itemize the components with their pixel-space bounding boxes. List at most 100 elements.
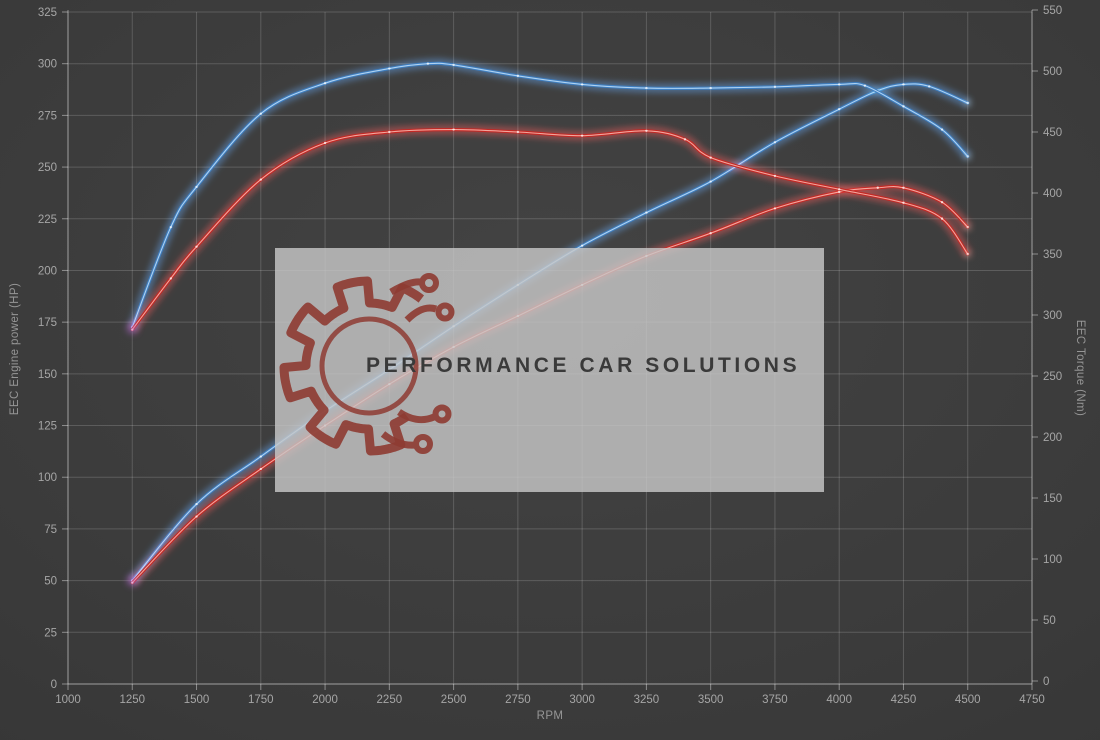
data-point-dot — [709, 232, 712, 235]
y-left-tick-label: 150 — [38, 369, 57, 381]
data-point-dot — [902, 186, 905, 189]
y-right-tick-label: 550 — [1043, 5, 1062, 17]
x-tick-label: 2750 — [505, 694, 531, 706]
watermark: PERFORMANCE CAR SOLUTIONS — [275, 248, 824, 492]
y-right-tick-label: 0 — [1043, 676, 1049, 688]
data-point-dot — [323, 82, 327, 85]
y-left-tick-label: 75 — [44, 524, 57, 536]
data-point-dot — [388, 130, 391, 134]
data-point-dot — [645, 129, 648, 132]
y-left-tick-label: 325 — [38, 7, 57, 19]
y-left-tick-label: 25 — [44, 627, 57, 639]
data-point-dot — [838, 83, 841, 86]
data-point-dot — [773, 85, 777, 89]
x-tick-label: 3000 — [569, 694, 595, 706]
y-left-tick-label: 275 — [38, 110, 57, 122]
data-point-dot — [452, 128, 455, 131]
y-right-tick-label: 500 — [1043, 66, 1062, 78]
x-tick-label: 4500 — [955, 694, 981, 706]
curve-core — [131, 129, 969, 330]
data-point-dot — [773, 207, 777, 210]
data-point-dot — [773, 174, 777, 178]
x-tick-label: 1000 — [55, 694, 81, 706]
y-right-tick-label: 250 — [1043, 371, 1062, 383]
x-tick-label: 4250 — [891, 694, 917, 706]
y-right-tick-label: 50 — [1043, 615, 1056, 627]
y-right-tick-label: 100 — [1043, 554, 1062, 566]
x-tick-label: 4000 — [826, 694, 852, 706]
curve-end-dot — [965, 153, 971, 159]
y-right-tick-label: 450 — [1043, 127, 1062, 139]
data-point-dot — [876, 186, 879, 189]
data-point-dot — [426, 62, 430, 65]
x-tick-label: 3250 — [634, 694, 660, 706]
y-left-tick-label: 200 — [38, 265, 57, 277]
curve-end-dot — [965, 224, 971, 230]
data-point-dot — [940, 217, 944, 220]
right-axis-title: EEC Torque (Nm) — [1074, 319, 1086, 417]
tick-labels: 0255075100125150175200225250275300325050… — [38, 5, 1062, 706]
power-start-glow — [126, 575, 138, 587]
data-point-dot — [169, 225, 173, 229]
data-point-dot — [709, 86, 712, 90]
y-left-tick-label: 250 — [38, 162, 57, 174]
x-tick-label: 4750 — [1019, 694, 1045, 706]
x-tick-label: 3750 — [762, 694, 788, 706]
data-point-dot — [580, 134, 584, 137]
y-left-tick-label: 50 — [44, 576, 57, 588]
data-point-dot — [580, 244, 584, 247]
y-left-tick-label: 225 — [38, 214, 57, 226]
y-left-tick-label: 175 — [38, 317, 57, 329]
data-point-dot — [259, 455, 262, 458]
data-point-dot — [902, 105, 905, 108]
circuit-traces — [380, 273, 455, 454]
y-left-tick-label: 100 — [38, 472, 57, 484]
data-point-dot — [516, 74, 520, 78]
y-right-tick-label: 300 — [1043, 310, 1062, 322]
watermark-text: PERFORMANCE CAR SOLUTIONS — [366, 354, 801, 377]
x-tick-label: 2500 — [441, 694, 467, 706]
data-point-dot — [683, 138, 687, 141]
y-left-tick-label: 0 — [51, 679, 57, 691]
x-tick-label: 2000 — [312, 694, 338, 706]
x-tick-label: 1500 — [184, 694, 210, 706]
data-point-dot — [452, 63, 455, 67]
data-point-dot — [709, 156, 712, 159]
data-point-dot — [902, 83, 905, 86]
axes — [62, 9, 1038, 690]
gear-outline — [279, 276, 425, 456]
curve-end-dot — [965, 100, 971, 106]
data-point-dot — [645, 211, 648, 214]
y-left-tick-label: 300 — [38, 59, 57, 71]
gear-circuit-logo — [279, 273, 455, 456]
x-tick-label: 1250 — [119, 694, 145, 706]
x-tick-label: 2250 — [377, 694, 403, 706]
data-point-dot — [940, 201, 944, 204]
data-point-dot — [838, 188, 841, 191]
data-point-dot — [709, 180, 712, 183]
data-point-dot — [645, 86, 648, 90]
data-point-dot — [773, 141, 777, 144]
data-point-dot — [195, 245, 198, 248]
data-point-dot — [259, 112, 262, 115]
data-point-dot — [927, 85, 931, 88]
data-point-dot — [516, 130, 520, 134]
x-tick-label: 1750 — [248, 694, 274, 706]
curve-end-dot — [965, 251, 971, 257]
torque-start-glow — [126, 322, 138, 334]
data-point-dot — [902, 201, 905, 204]
data-point-dot — [259, 467, 262, 471]
series-torque-red — [128, 124, 972, 333]
data-point-dot — [259, 178, 262, 181]
data-point-dot — [863, 84, 867, 87]
y-right-tick-label: 150 — [1043, 493, 1062, 505]
y-right-tick-label: 200 — [1043, 432, 1062, 444]
left-axis-title: EEC Engine power (HP) — [9, 282, 21, 416]
data-point-dot — [169, 277, 173, 280]
y-right-tick-label: 350 — [1043, 249, 1062, 261]
data-point-dot — [388, 67, 391, 70]
data-point-dot — [940, 128, 944, 131]
series-torque-blue — [127, 58, 972, 329]
y-left-tick-label: 125 — [38, 421, 57, 433]
